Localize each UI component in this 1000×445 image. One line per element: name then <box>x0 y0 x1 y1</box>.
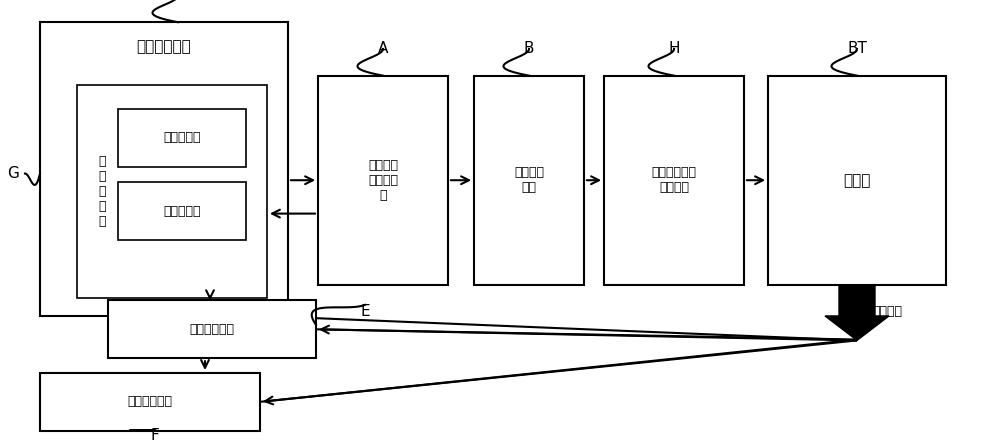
Text: F: F <box>151 428 159 443</box>
Text: 电压传感器: 电压传感器 <box>163 205 201 218</box>
Text: 太阳能电池板: 太阳能电池板 <box>137 39 191 54</box>
Text: 充电保护
电路: 充电保护 电路 <box>514 166 544 194</box>
Text: 充电控制
和调节电
路: 充电控制 和调节电 路 <box>368 159 398 202</box>
Bar <box>118 182 246 240</box>
Polygon shape <box>825 285 889 340</box>
Text: 传
感
器
模
块: 传 感 器 模 块 <box>98 155 106 228</box>
Text: 防止电流反向
保护电路: 防止电流反向 保护电路 <box>651 166 696 194</box>
Bar <box>604 76 744 285</box>
Text: B: B <box>524 41 534 57</box>
Bar <box>40 22 288 316</box>
Text: S: S <box>173 0 183 3</box>
Bar <box>768 76 946 285</box>
Text: 光强传感器: 光强传感器 <box>163 131 201 145</box>
Bar <box>474 76 584 285</box>
Bar <box>77 85 267 298</box>
Text: A: A <box>378 41 388 57</box>
Text: BT: BT <box>847 41 867 57</box>
Bar <box>318 76 448 285</box>
Text: E: E <box>360 304 370 319</box>
Bar <box>108 300 316 358</box>
Text: 电源输出: 电源输出 <box>872 305 902 318</box>
Bar <box>118 109 246 167</box>
Text: 蓄电池: 蓄电池 <box>843 173 871 188</box>
Text: 电机控制模块: 电机控制模块 <box>128 395 173 409</box>
Text: H: H <box>668 41 680 57</box>
Text: 微处理器模块: 微处理器模块 <box>190 323 234 336</box>
Text: G: G <box>7 166 19 181</box>
Bar <box>40 373 260 431</box>
